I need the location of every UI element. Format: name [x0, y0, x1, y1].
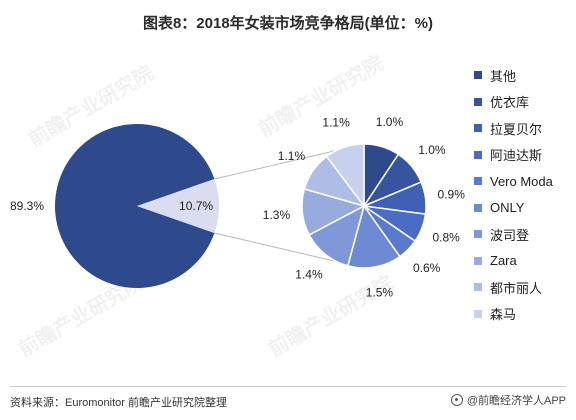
legend-item-6: ONLY: [474, 195, 553, 222]
sub-slice-label-1: 1.0%: [376, 115, 404, 129]
legend-item-9: 都市丽人: [474, 274, 553, 301]
legend-swatch: [474, 203, 482, 212]
legend: 其他优衣库拉夏贝尔阿迪达斯 Vero Moda ONLY 波司登 Zara 都市丽人森马: [474, 62, 553, 327]
sub-slice-label-6: 1.5%: [366, 286, 394, 300]
legend-swatch: [474, 230, 482, 239]
sub-slice-6: [346, 204, 401, 269]
main-slice-others: [54, 123, 215, 288]
legend-swatch: [474, 124, 482, 133]
main-slice-label: 89.3%: [10, 199, 44, 213]
legend-item-2: 优衣库: [474, 89, 553, 116]
legend-item-7: 波司登: [474, 221, 553, 248]
legend-item-3: 拉夏贝尔: [474, 115, 553, 142]
sub-slice-label-3: 0.9%: [438, 187, 466, 201]
brand-text: @前瞻经济学人APP: [466, 395, 566, 407]
sub-slice-label-5: 0.6%: [413, 261, 441, 275]
brand-credit: @前瞻经济学人APP: [450, 392, 566, 408]
sub-slice-label-9: 1.1%: [278, 149, 306, 163]
legend-label: 其他: [490, 68, 517, 84]
sub-slice-label-7: 1.4%: [295, 268, 323, 282]
legend-swatch: [474, 150, 482, 159]
sub-slice-label-2: 1.0%: [418, 143, 446, 157]
legend-swatch: [474, 177, 482, 186]
chart-title: 图表8：2018年女装市场竞争格局(单位：%): [142, 15, 434, 32]
legend-label: 优衣库: [490, 95, 530, 111]
legend-label: 森马: [490, 307, 517, 323]
legend-swatch: [474, 283, 482, 292]
legend-label: Zara: [490, 253, 517, 269]
detail-slice-label: 10.7%: [179, 199, 213, 213]
legend-label: 阿迪达斯: [490, 148, 543, 164]
legend-item-5: Vero Moda: [474, 168, 553, 195]
legend-label: Vero Moda: [490, 173, 553, 189]
legend-label: 波司登: [490, 227, 530, 243]
legend-swatch: [474, 71, 482, 80]
footer-divider: [10, 386, 566, 387]
sub-slice-label-10: 1.1%: [322, 116, 350, 130]
sub-slice-label-8: 1.3%: [263, 208, 291, 222]
legend-label: 拉夏贝尔: [490, 121, 543, 137]
sub-slice-label-4: 0.8%: [432, 231, 460, 245]
legend-item-8: Zara: [474, 248, 553, 275]
legend-swatch: [474, 97, 482, 106]
legend-label: 都市丽人: [490, 280, 543, 296]
legend-item-4: 阿迪达斯: [474, 142, 553, 169]
legend-swatch: [474, 256, 482, 265]
brand-logo-icon: [450, 394, 463, 406]
main-slice-detail: [137, 178, 219, 234]
legend-swatch: [474, 309, 482, 318]
legend-label: ONLY: [490, 200, 525, 216]
legend-item-1: 其他: [474, 62, 553, 89]
legend-item-10: 森马: [474, 301, 553, 328]
sub-slice-10: [325, 143, 365, 209]
source-note: 资料来源：Euromonitor 前瞻产业研究院整理: [10, 397, 227, 409]
